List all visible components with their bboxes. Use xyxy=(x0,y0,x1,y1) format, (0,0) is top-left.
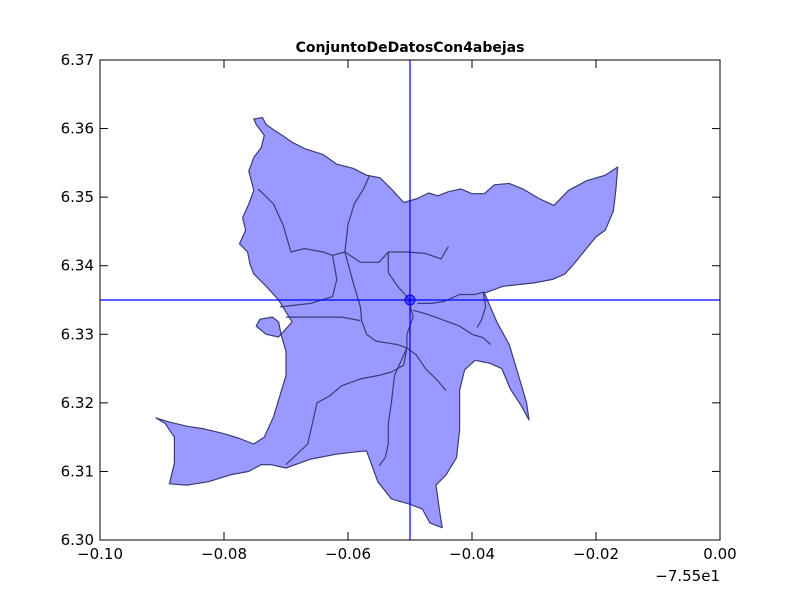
district-boundary-9 xyxy=(285,299,414,466)
map-layer xyxy=(155,116,619,529)
x-offset-label: −7.55e1 xyxy=(655,567,720,585)
district-boundary-12 xyxy=(412,309,492,346)
x-tick-label: −0.02 xyxy=(573,545,619,563)
y-axis: 6.30 6.31 6.32 6.33 6.34 6.35 6.36 6.37 xyxy=(61,51,720,549)
y-tick-label: 6.34 xyxy=(61,257,94,275)
district-boundary-4 xyxy=(344,174,371,253)
y-tick-label: 6.36 xyxy=(61,120,94,138)
district-boundary-11 xyxy=(378,347,408,467)
y-tick-label: 6.37 xyxy=(61,51,94,69)
x-tick-label: −0.04 xyxy=(449,545,495,563)
crosshair-layer xyxy=(100,60,720,540)
y-tick-label: 6.33 xyxy=(61,325,94,343)
x-axis: −0.10 −0.08 −0.06 −0.04 −0.02 0.00 xyxy=(77,60,737,563)
district-boundary-1 xyxy=(257,188,292,253)
x-tick-label: −0.10 xyxy=(77,545,123,563)
x-tick-label: −0.06 xyxy=(325,545,371,563)
y-tick-label: 6.35 xyxy=(61,188,94,206)
region-outline xyxy=(155,116,619,529)
district-boundary-5 xyxy=(344,246,449,263)
district-boundary-2 xyxy=(290,248,346,256)
district-boundary-14 xyxy=(476,291,487,328)
district-boundary-8 xyxy=(286,316,361,322)
district-boundary-7 xyxy=(344,251,408,349)
plot-frame xyxy=(99,59,721,541)
district-boundary-13 xyxy=(417,291,485,304)
district-boundary-3 xyxy=(279,255,338,308)
x-tick-label: −0.08 xyxy=(201,545,247,563)
district-boundary-10 xyxy=(406,347,447,391)
y-tick-label: 6.31 xyxy=(61,462,94,480)
district-boundary-6 xyxy=(387,252,410,301)
chart-title: ConjuntoDeDatosCon4abejas xyxy=(296,40,525,56)
y-tick-label: 6.32 xyxy=(61,394,94,412)
location-marker xyxy=(404,294,416,306)
y-tick-label: 6.30 xyxy=(61,531,94,549)
x-tick-label: 0.00 xyxy=(703,545,736,563)
